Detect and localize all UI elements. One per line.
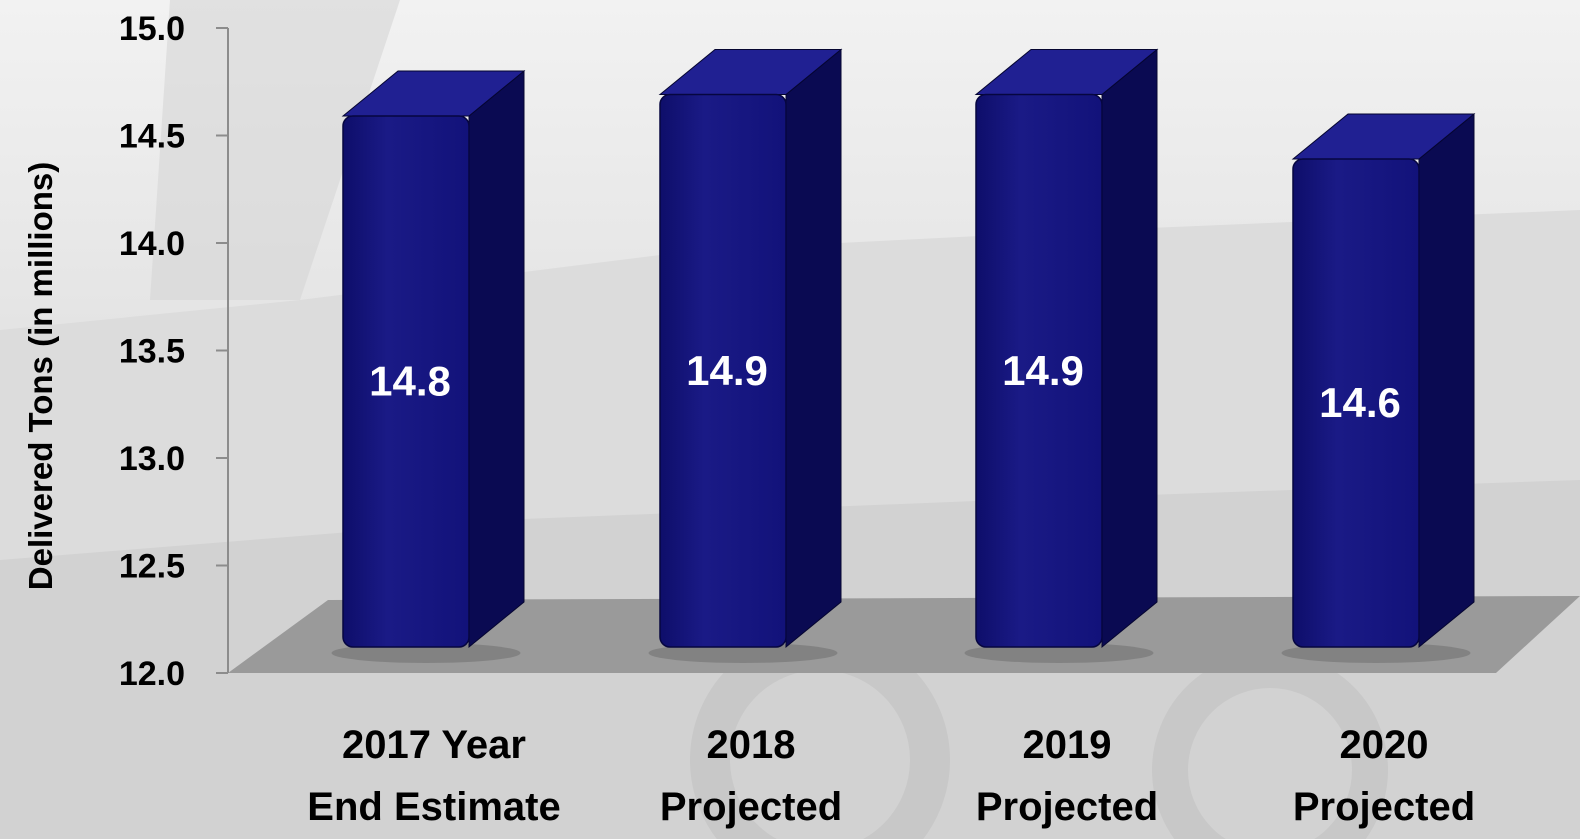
bar-front	[1292, 158, 1420, 648]
y-tick-label: 12.0	[119, 655, 185, 693]
bar-shadow	[964, 643, 1154, 663]
category-label: 2017 Year End Estimate	[307, 723, 560, 829]
data-label: 14.9	[686, 347, 768, 394]
x-axis-categories: 2017 Year End Estimate 2018 Projected 2019 Pr…	[307, 723, 1475, 829]
bars	[331, 48, 1476, 663]
bar-side	[1101, 48, 1158, 649]
bar-shadow	[648, 643, 838, 663]
bar	[1281, 112, 1476, 663]
data-label: 14.6	[1319, 379, 1401, 426]
y-tick-label: 15.0	[119, 10, 185, 48]
y-tick-label: 12.5	[119, 548, 185, 586]
y-tick-label: 14.0	[119, 225, 185, 263]
bar-front	[659, 93, 787, 648]
bar	[331, 69, 526, 663]
y-axis: 12.0 12.5 13.0 13.5 14.0 14.5 15.0	[119, 10, 229, 693]
floor-plane	[228, 596, 1580, 673]
data-label: 14.8	[369, 358, 451, 405]
chart-floor	[228, 596, 1580, 673]
bar-shadow	[331, 643, 521, 663]
y-tick-label: 14.5	[119, 118, 185, 156]
bar-side	[1418, 112, 1475, 649]
category-label: 2019 Projected	[976, 723, 1158, 829]
y-axis-title: Delivered Tons (in millions)	[22, 162, 59, 590]
category-label: 2018 Projected	[660, 723, 842, 829]
y-tick-label: 13.0	[119, 440, 185, 478]
bar	[964, 48, 1159, 663]
bar-front	[975, 93, 1103, 648]
bar-shadow	[1281, 643, 1471, 663]
bar-front	[342, 115, 470, 648]
data-labels: 14.8 14.9 14.9 14.6	[369, 347, 1401, 426]
bar-side	[468, 69, 525, 649]
bar	[648, 48, 843, 663]
bar-side	[785, 48, 842, 649]
y-tick-label: 13.5	[119, 333, 185, 371]
category-label: 2020 Projected	[1293, 723, 1475, 829]
data-label: 14.9	[1002, 347, 1084, 394]
